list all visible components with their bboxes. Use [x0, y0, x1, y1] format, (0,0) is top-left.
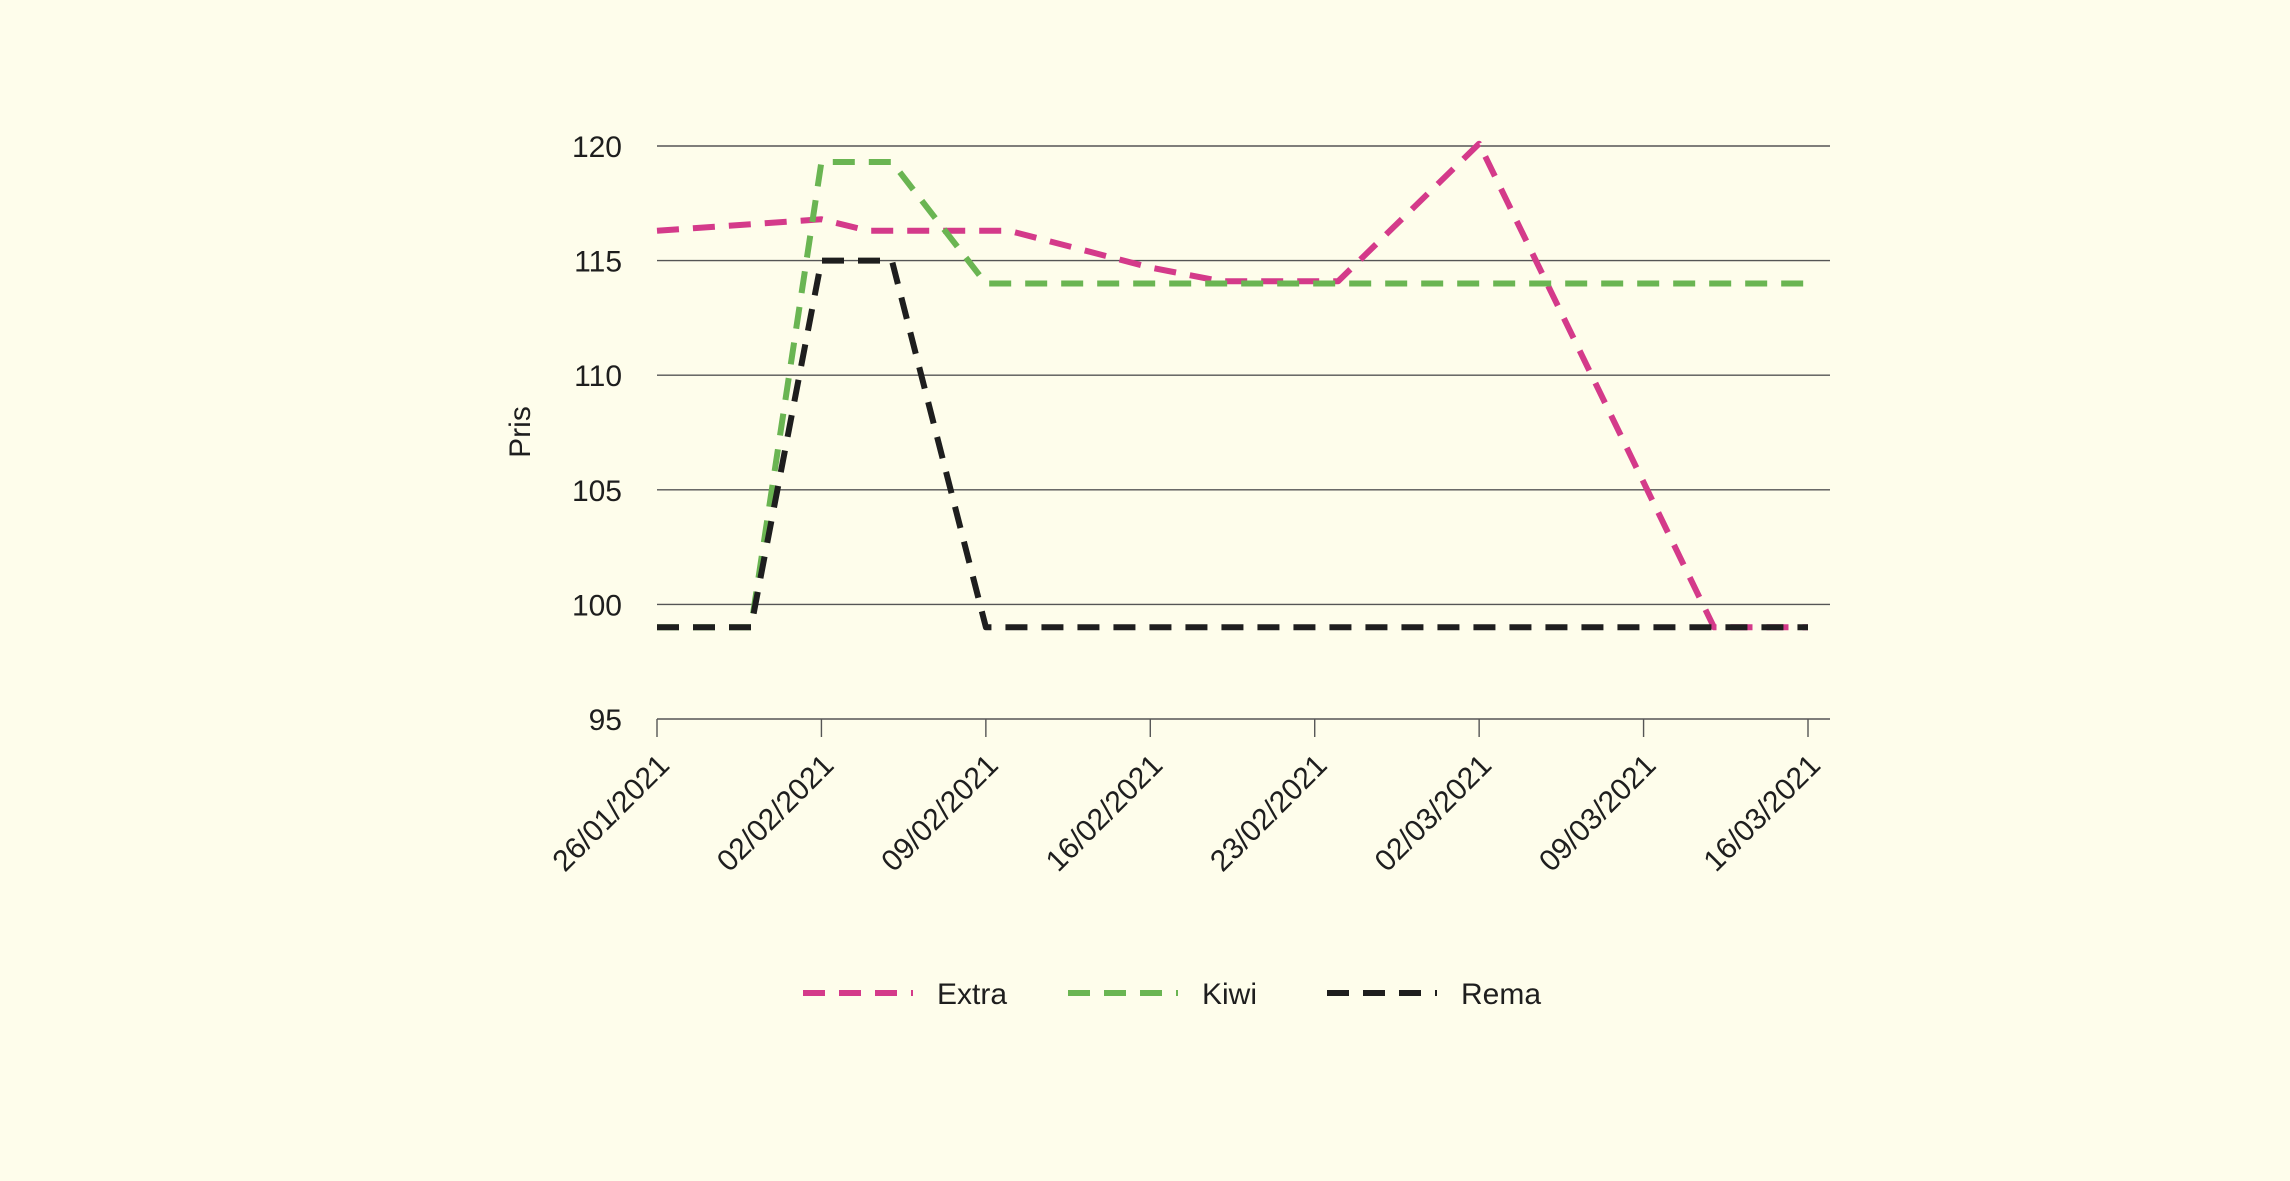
series-line-kiwi — [657, 159, 1808, 631]
x-tick-label: 09/03/2021 — [1533, 749, 1663, 879]
legend-label-rema: Rema — [1461, 978, 1541, 1011]
series-line-extra — [656, 140, 1808, 631]
x-tick-labels: 26/01/2021 02/02/2021 09/02/2021 16/02/2021… — [546, 749, 1827, 879]
y-tick-label: 110 — [574, 360, 622, 393]
y-axis-title: Pris — [504, 406, 537, 458]
legend-label-extra: Extra — [937, 978, 1007, 1011]
y-tick-label: 100 — [572, 589, 622, 622]
x-tick-label: 23/02/2021 — [1204, 749, 1334, 879]
y-tick-label: 105 — [572, 475, 622, 508]
x-tick-label: 16/02/2021 — [1040, 749, 1170, 879]
legend-label-kiwi: Kiwi — [1202, 978, 1257, 1011]
y-tick-label: 120 — [572, 131, 622, 164]
y-tick-label: 115 — [574, 246, 622, 279]
x-tick-label: 02/03/2021 — [1369, 749, 1499, 879]
gridlines — [657, 145, 1830, 606]
legend: Extra Kiwi Rema — [803, 978, 1541, 1011]
x-tick-label: 02/02/2021 — [711, 749, 841, 879]
y-tick-label: 95 — [589, 704, 622, 737]
x-tick-label: 09/02/2021 — [875, 749, 1005, 879]
series-line-rema — [657, 257, 1808, 631]
x-tick-label: 16/03/2021 — [1697, 749, 1827, 879]
series-lines — [656, 140, 1808, 631]
x-tick-label: 26/01/2021 — [546, 749, 676, 879]
x-axis — [656, 718, 1830, 737]
y-tick-labels: 95 100 105 110 115 120 — [572, 131, 622, 737]
